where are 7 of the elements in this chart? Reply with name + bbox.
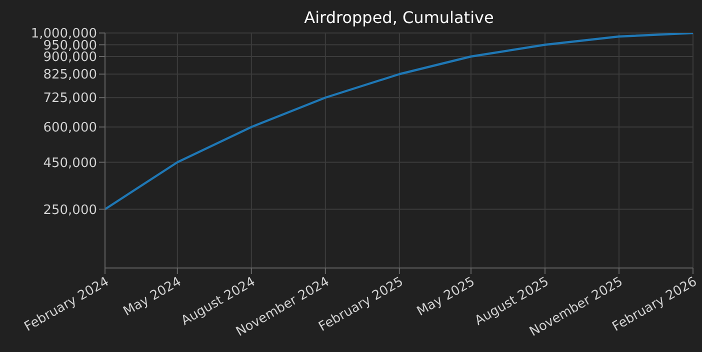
y-tick-label: 250,000 [43,202,97,218]
y-tick-label: 900,000 [43,50,97,66]
y-tick-label: 725,000 [43,91,97,106]
chart-title: Airdropped, Cumulative [303,8,495,27]
y-tick-label: 450,000 [43,156,97,171]
y-tick-label: 600,000 [43,120,97,136]
y-tick-label: 825,000 [43,68,97,83]
